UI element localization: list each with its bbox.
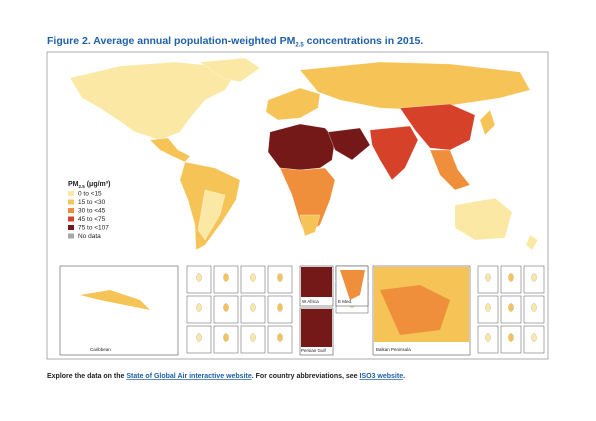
island	[531, 273, 537, 282]
island	[485, 303, 491, 312]
island-inset	[186, 325, 212, 354]
island-insets	[186, 265, 545, 354]
china	[399, 103, 476, 151]
north-africa	[267, 123, 336, 171]
legend-label: 15 to <30	[78, 199, 106, 206]
persian-gulf-map	[301, 309, 332, 347]
inset-label: W Africa	[302, 299, 319, 304]
island	[196, 303, 202, 312]
island	[277, 303, 283, 312]
island	[508, 303, 514, 312]
island	[277, 273, 283, 282]
footer-text: .	[403, 373, 405, 380]
russia	[299, 61, 531, 111]
legend-swatch	[68, 225, 74, 230]
legend-swatch	[68, 199, 74, 205]
europe	[265, 87, 321, 121]
island	[531, 303, 537, 312]
middle-east	[327, 127, 371, 161]
australia	[454, 197, 513, 241]
island	[196, 333, 202, 342]
legend-title-text: (μg/m³)	[85, 181, 111, 188]
legend-label: 0 to <15	[78, 191, 102, 198]
island	[250, 273, 256, 282]
legend-title-subscript: 2.5	[79, 184, 86, 189]
balkan-countries	[380, 285, 450, 335]
caribbean-islands	[80, 290, 150, 310]
southern-africa	[299, 214, 321, 237]
footer-text: Explore the data on the	[47, 373, 126, 380]
south-asia	[369, 125, 419, 181]
legend-label: 30 to <45	[78, 208, 106, 215]
inset-caribbean	[59, 265, 179, 356]
inset-label: Balkan Peninsula	[376, 347, 411, 352]
central-america	[149, 137, 191, 163]
island	[223, 303, 229, 312]
south-america-south	[197, 189, 226, 241]
footer-text: . For country abbreviations, see	[252, 373, 360, 380]
legend-swatch	[68, 216, 74, 222]
island	[508, 333, 514, 342]
sub-saharan-africa	[279, 167, 336, 236]
legend-swatch	[68, 233, 74, 239]
w-africa-map	[301, 267, 332, 297]
japan	[479, 109, 496, 136]
legend-label: 45 to <75	[78, 216, 106, 223]
inset-label: E Med.	[338, 299, 352, 304]
island	[485, 333, 491, 342]
legend-title-text: PM	[68, 181, 79, 188]
world-map	[69, 57, 539, 251]
island	[485, 273, 491, 282]
island	[223, 273, 229, 282]
title-text: Figure 2. Average annual population-weig…	[47, 35, 296, 47]
legend-label: 75 to <107	[78, 225, 109, 232]
legend-title: PM2.5 (μg/m³)	[68, 181, 110, 189]
link[interactable]: ISO3 website	[360, 373, 404, 380]
link[interactable]: State of Global Air interactive website	[126, 373, 251, 380]
legend-swatch	[68, 208, 74, 213]
north-america	[69, 61, 236, 141]
island	[223, 333, 229, 342]
island	[277, 333, 283, 342]
figure-title: Figure 2. Average annual population-weig…	[47, 35, 423, 49]
island	[531, 333, 537, 342]
footer: Explore the data on the State of Global …	[47, 373, 405, 380]
e-med-map	[340, 270, 365, 300]
legend-swatch	[68, 191, 74, 196]
new-zealand	[525, 234, 539, 251]
title-text: concentrations in 2015.	[304, 35, 424, 47]
island	[508, 273, 514, 282]
island	[250, 333, 256, 342]
southeast-asia	[429, 149, 471, 191]
inset-label: Persian Gulf	[301, 348, 327, 353]
legend-label: No data	[78, 233, 101, 240]
inset-label: Caribbean	[90, 347, 111, 352]
greenland	[199, 57, 261, 83]
island	[196, 273, 202, 282]
island	[250, 303, 256, 312]
title-subscript: 2.5	[295, 43, 304, 49]
